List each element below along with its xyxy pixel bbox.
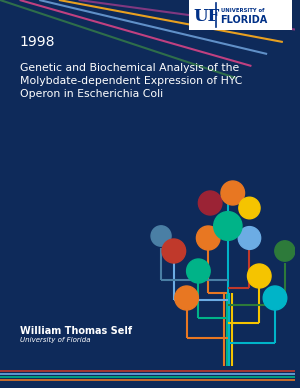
Text: William Thomas Self: William Thomas Self [20, 326, 132, 336]
Circle shape [187, 259, 210, 283]
Circle shape [263, 286, 287, 310]
Circle shape [175, 286, 198, 310]
Text: Molybdate-dependent Expression of HYC: Molybdate-dependent Expression of HYC [20, 76, 242, 86]
Circle shape [151, 226, 171, 246]
Text: 1998: 1998 [20, 35, 55, 49]
Text: University of Florida: University of Florida [20, 337, 90, 343]
Circle shape [238, 227, 261, 249]
Text: Genetic and Biochemical Analysis of the: Genetic and Biochemical Analysis of the [20, 63, 239, 73]
Text: FLORIDA: FLORIDA [220, 15, 267, 25]
Text: Operon in Escherichia Coli: Operon in Escherichia Coli [20, 89, 163, 99]
Circle shape [214, 211, 242, 241]
Text: UF: UF [193, 8, 219, 25]
Circle shape [239, 197, 260, 219]
Circle shape [162, 239, 186, 263]
Bar [189, 0, 292, 30]
Circle shape [275, 241, 295, 261]
Text: UNIVERSITY of: UNIVERSITY of [221, 8, 264, 13]
Circle shape [221, 181, 244, 205]
Circle shape [248, 264, 271, 288]
Circle shape [196, 226, 220, 250]
Circle shape [198, 191, 222, 215]
